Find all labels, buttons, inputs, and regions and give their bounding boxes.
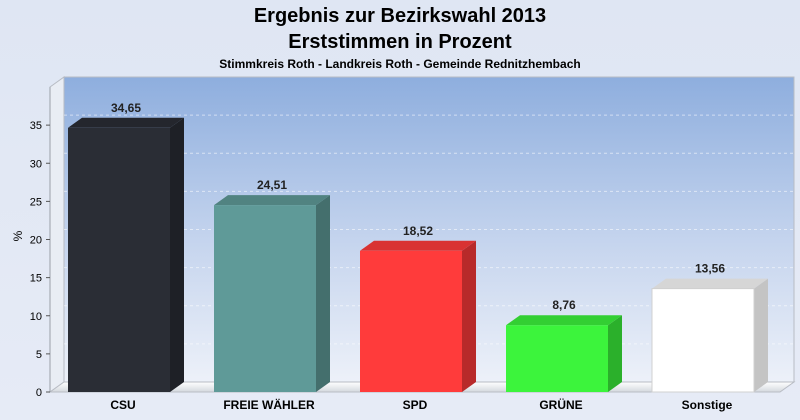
chart-title-line-1: Ergebnis zur Bezirkswahl 2013 — [253, 5, 547, 27]
bar-front — [506, 325, 608, 392]
category-label: CSU — [110, 398, 135, 412]
y-tick-label: 15 — [30, 273, 42, 285]
y-tick-label: 20 — [30, 235, 42, 247]
value-label: 18,52 — [403, 224, 433, 238]
chart-title-line-2: Erststimmen in Prozent — [288, 31, 512, 53]
bar-4 — [651, 278, 768, 393]
category-label: Sonstige — [682, 398, 733, 412]
bar-3 — [506, 315, 622, 392]
bar-side — [462, 240, 476, 392]
value-label: 34,65 — [111, 101, 141, 115]
bar-2 — [360, 240, 476, 392]
bar-top — [506, 315, 622, 326]
value-label: 24,51 — [257, 178, 287, 192]
bar-side — [170, 117, 184, 392]
chart-titles: Ergebnis zur Bezirkswahl 2013 Erststimme… — [0, 0, 800, 72]
bar-top — [68, 117, 184, 128]
bar-front — [651, 288, 755, 393]
bar-top — [214, 195, 330, 206]
bar-front — [68, 127, 170, 392]
value-label: 13,56 — [695, 262, 725, 276]
value-label: 8,76 — [552, 298, 576, 312]
category-label: SPD — [403, 398, 428, 412]
bar-front — [360, 250, 462, 392]
y-axis-label: % — [11, 230, 25, 241]
chart-subtitle: Stimmkreis Roth - Landkreis Roth - Gemei… — [219, 57, 581, 71]
bar-1 — [214, 195, 330, 392]
y-tick-label: 10 — [30, 311, 42, 323]
y-tick-label: 0 — [36, 387, 42, 399]
y-tick-label: 25 — [30, 196, 42, 208]
bar-0 — [68, 117, 184, 392]
category-label: GRÜNE — [539, 397, 582, 412]
bar-side — [608, 315, 622, 392]
bar-top — [360, 240, 476, 251]
y-tick-label: 35 — [30, 120, 42, 132]
category-label: FREIE WÄHLER — [223, 397, 315, 412]
plot-side-wall — [49, 76, 65, 393]
bar-side — [754, 278, 768, 392]
bar-top — [652, 278, 768, 289]
bar-front — [214, 205, 316, 392]
bar-side — [316, 195, 330, 392]
y-tick-label: 5 — [36, 349, 42, 361]
y-tick-label: 30 — [30, 158, 42, 170]
